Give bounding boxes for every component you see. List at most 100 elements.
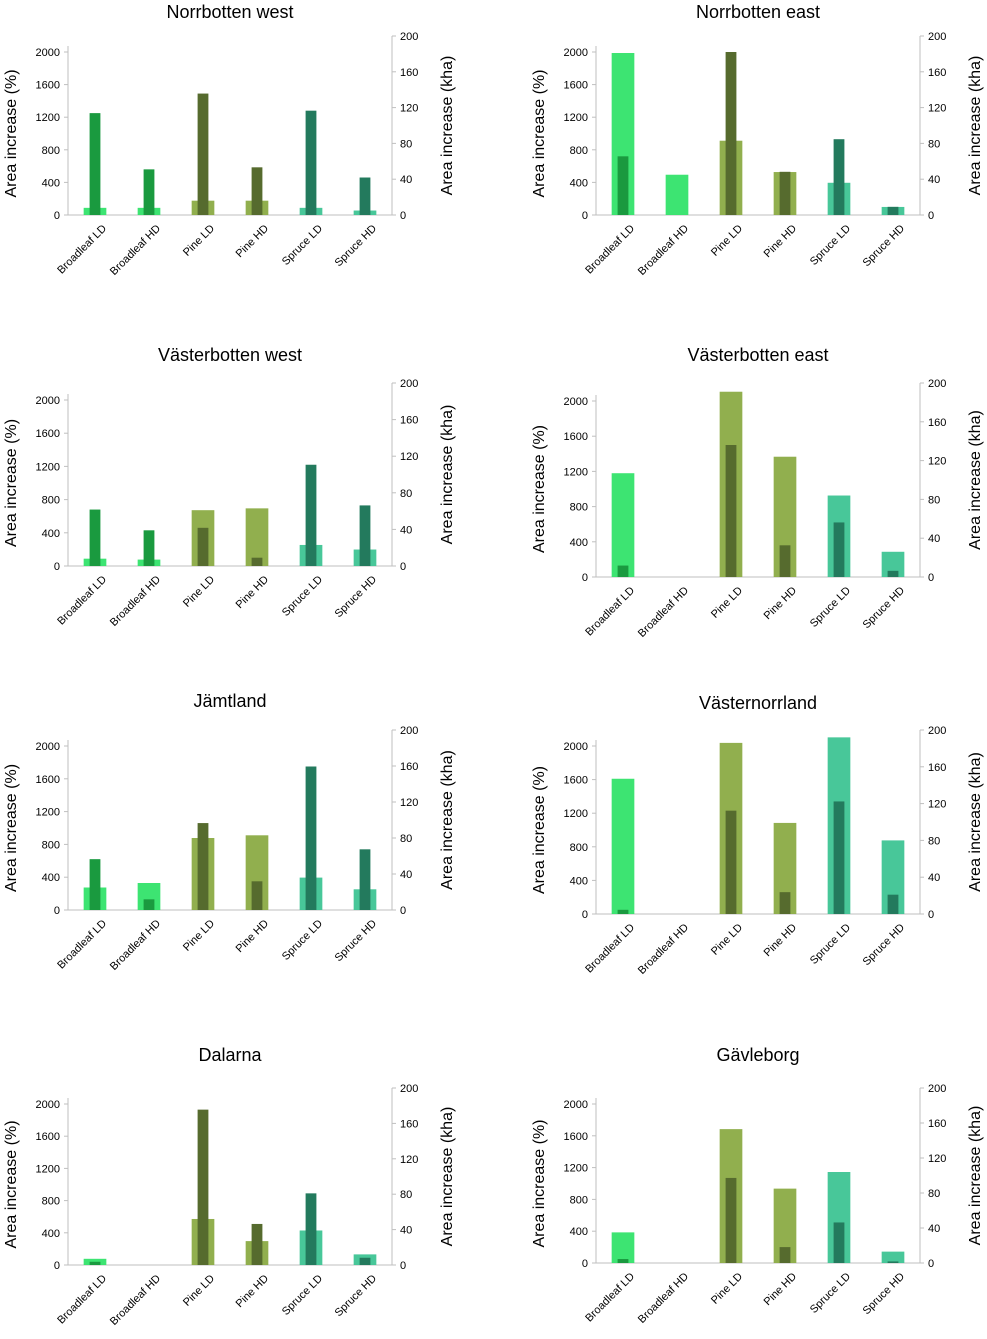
category-label: Spruce HD [333, 223, 380, 270]
right-axis-title: Area increase (kha) [967, 1106, 984, 1246]
bar-pct-broadleaf-hd [143, 899, 155, 910]
right-tick-label: 40 [928, 872, 940, 884]
category-label: Spruce HD [333, 574, 380, 621]
left-tick-label: 0 [54, 905, 60, 917]
right-axis-title: Area increase (kha) [967, 410, 984, 550]
right-tick-label: 0 [928, 572, 934, 584]
bar-pct-spruce-hd [359, 505, 371, 566]
right-tick-label: 40 [928, 1223, 940, 1235]
category-label: Pine HD [762, 1271, 799, 1308]
bar-kha-spruce-ld [827, 1172, 851, 1263]
left-tick-label: 0 [582, 572, 588, 584]
right-tick-label: 80 [928, 138, 940, 150]
right-tick-label: 40 [400, 524, 412, 536]
left-tick-label: 1200 [564, 112, 588, 124]
left-tick-label: 1200 [36, 1163, 60, 1175]
right-tick-label: 0 [400, 210, 406, 222]
bar-pct-spruce-ld [305, 1193, 317, 1265]
bar-pct-broadleaf-hd [143, 169, 155, 215]
left-tick-label: 1600 [36, 1131, 60, 1143]
right-tick-label: 0 [928, 210, 934, 222]
left-axis-title: Area increase (%) [3, 69, 20, 197]
right-tick-label: 0 [400, 1260, 406, 1272]
left-tick-label: 1200 [564, 1163, 588, 1175]
right-tick-label: 160 [400, 1118, 418, 1130]
category-label: Pine LD [709, 585, 745, 621]
right-tick-label: 40 [400, 869, 412, 881]
bar-kha-broadleaf-ld [611, 473, 635, 577]
left-axis-title: Area increase (%) [531, 425, 548, 553]
chart-panel: Västernorrland 0 400 800 1200 1600 2000 0 40 80 12… [531, 693, 984, 977]
chart-title: Dalarna [198, 1045, 262, 1065]
left-axis-title: Area increase (%) [3, 419, 20, 547]
left-tick-label: 2000 [564, 396, 588, 408]
category-label: Pine LD [181, 918, 217, 954]
left-tick-label: 1600 [564, 431, 588, 443]
right-tick-label: 160 [928, 417, 946, 429]
category-label: Pine HD [762, 585, 799, 622]
bar-pct-broadleaf-ld [89, 509, 101, 566]
left-tick-label: 0 [582, 210, 588, 222]
bar-pct-spruce-hd [887, 206, 899, 215]
right-tick-label: 200 [928, 31, 946, 43]
category-label: Pine LD [181, 223, 217, 259]
category-label: Pine LD [709, 922, 745, 958]
category-label: Spruce HD [861, 585, 908, 632]
right-tick-label: 80 [400, 1189, 412, 1201]
chart-title: Gävleborg [716, 1045, 799, 1065]
category-label: Spruce LD [280, 223, 325, 268]
right-tick-label: 200 [400, 1083, 418, 1095]
category-label: Broadleaf LD [583, 1271, 637, 1325]
bar-pct-pine-ld [197, 823, 209, 910]
bar-kha-broadleaf-ld [611, 1232, 635, 1263]
right-tick-label: 80 [928, 1188, 940, 1200]
right-tick-label: 120 [400, 451, 418, 463]
category-label: Broadleaf HD [636, 922, 691, 977]
bar-pct-pine-hd [251, 167, 263, 215]
bar-kha-spruce-hd [881, 840, 905, 914]
bar-pct-pine-ld [197, 1109, 209, 1265]
category-label: Broadleaf LD [55, 223, 109, 277]
category-label: Spruce LD [808, 585, 853, 630]
bar-pct-spruce-ld [305, 110, 317, 215]
right-tick-label: 120 [928, 103, 946, 115]
bar-kha-pine-hd [245, 835, 269, 910]
right-tick-label: 80 [928, 835, 940, 847]
left-tick-label: 800 [570, 842, 588, 854]
right-tick-label: 120 [928, 1153, 946, 1165]
left-tick-label: 0 [54, 561, 60, 573]
category-label: Broadleaf HD [108, 918, 163, 973]
left-tick-label: 800 [42, 145, 60, 157]
bar-kha-broadleaf-hd [137, 883, 161, 910]
right-tick-label: 40 [928, 533, 940, 545]
bar-pct-spruce-ld [305, 464, 317, 566]
chart-panel: Västerbotten east 0 400 800 1200 1600 2000 0 40 8… [531, 345, 984, 640]
right-tick-label: 0 [400, 905, 406, 917]
category-label: Broadleaf HD [636, 223, 691, 278]
chart-title: Västerbotten west [158, 345, 302, 365]
left-tick-label: 800 [570, 1194, 588, 1206]
right-tick-label: 120 [928, 456, 946, 468]
chart-title: Jämtland [193, 691, 266, 711]
left-tick-label: 0 [54, 1260, 60, 1272]
bar-pct-pine-hd [779, 892, 791, 914]
bar-pct-pine-ld [725, 1177, 737, 1263]
left-axis-title: Area increase (%) [531, 69, 548, 197]
right-tick-label: 120 [400, 1154, 418, 1166]
bar-kha-broadleaf-ld [611, 53, 635, 215]
category-label: Pine HD [762, 922, 799, 959]
category-label: Broadleaf LD [55, 1273, 109, 1327]
category-label: Spruce HD [333, 1273, 380, 1320]
bar-kha-pine-hd [773, 1188, 797, 1263]
bar-pct-pine-hd [779, 545, 791, 577]
chart-panel: Jämtland 0 400 800 1200 1600 2000 0 40 80 120 160 20… [3, 691, 456, 973]
right-tick-label: 120 [400, 103, 418, 115]
category-label: Spruce HD [861, 922, 908, 969]
left-tick-label: 1200 [36, 807, 60, 819]
left-tick-label: 800 [42, 495, 60, 507]
category-label: Pine LD [709, 1271, 745, 1307]
left-tick-label: 0 [582, 1258, 588, 1270]
right-axis-title: Area increase (kha) [967, 752, 984, 892]
right-tick-label: 160 [928, 1118, 946, 1130]
left-tick-label: 1200 [36, 112, 60, 124]
